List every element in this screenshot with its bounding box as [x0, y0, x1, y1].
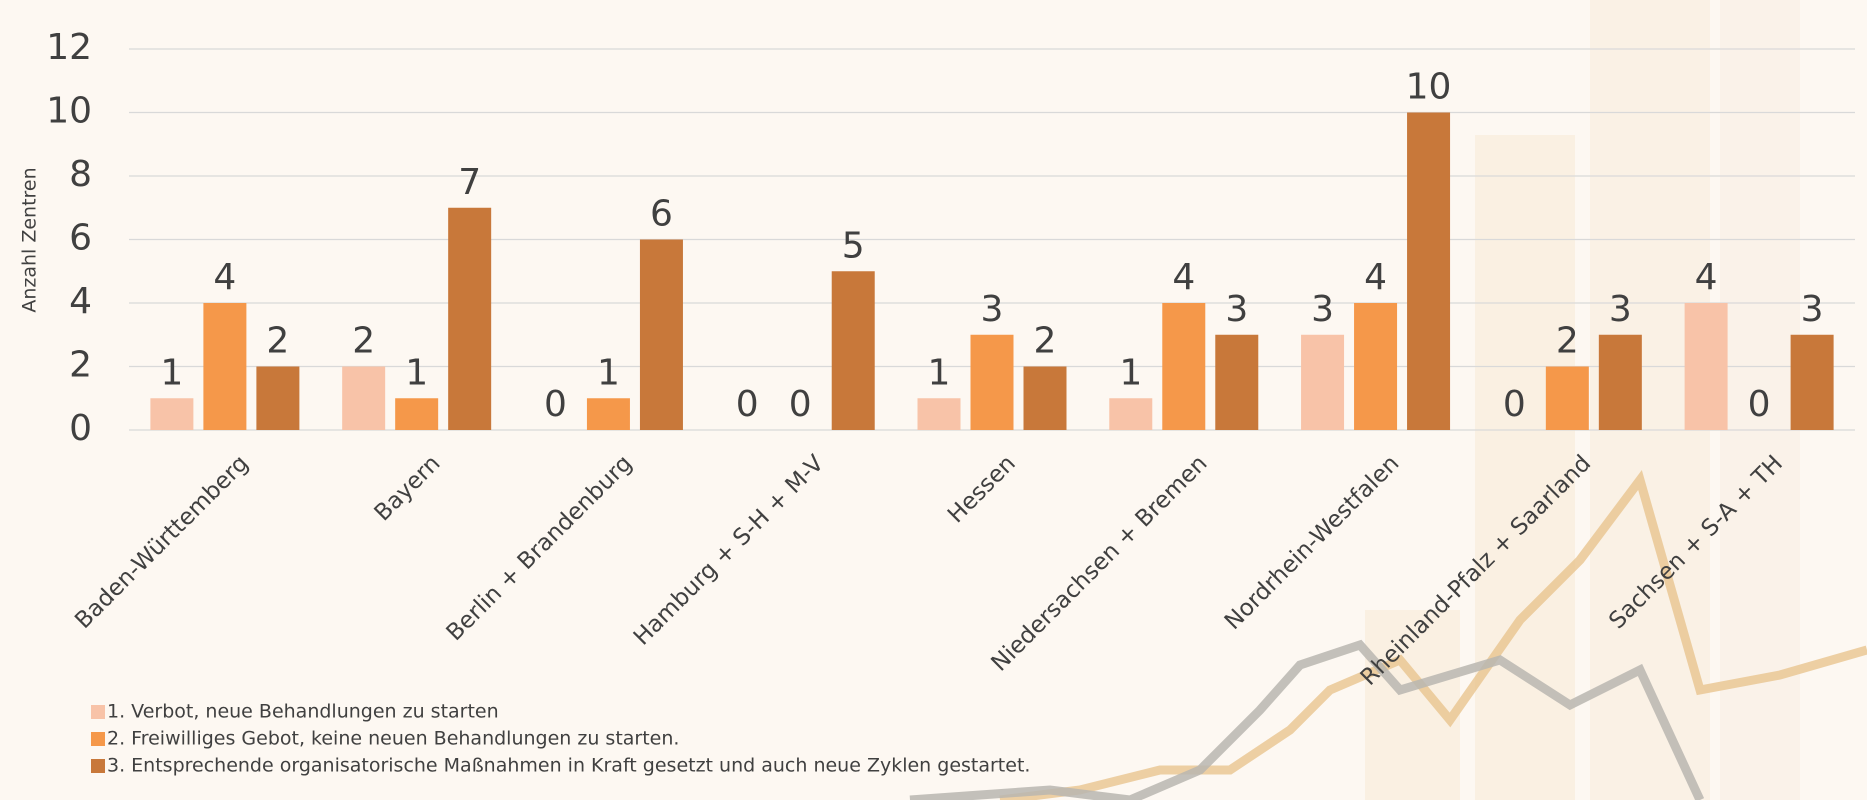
bar: [1024, 367, 1067, 431]
bar: [832, 271, 875, 430]
data-label: 4: [213, 257, 236, 298]
legend-swatch: [91, 705, 105, 719]
data-label: 4: [1364, 257, 1387, 298]
bar: [1162, 303, 1205, 430]
data-label: 0: [1748, 384, 1771, 425]
y-tick-label: 12: [46, 27, 92, 68]
data-label: 3: [1311, 289, 1334, 330]
data-label: 4: [1695, 257, 1718, 298]
data-label: 10: [1406, 67, 1452, 108]
data-label: 0: [1503, 384, 1526, 425]
y-tick-label: 6: [69, 218, 92, 259]
data-label: 5: [842, 225, 865, 266]
bar: [150, 398, 193, 430]
bar: [918, 398, 961, 430]
data-label: 2: [266, 321, 289, 362]
y-tick-label: 4: [69, 281, 92, 322]
data-label: 1: [597, 352, 620, 393]
bar: [1791, 335, 1834, 430]
bar: [1407, 113, 1450, 431]
bar: [256, 367, 299, 431]
data-label: 3: [1609, 289, 1632, 330]
y-tick-label: 10: [46, 91, 92, 132]
data-label: 0: [736, 384, 759, 425]
bar: [1354, 303, 1397, 430]
data-label: 1: [1119, 352, 1142, 393]
data-label: 4: [1172, 257, 1195, 298]
bar: [640, 240, 683, 431]
data-label: 2: [1556, 321, 1579, 362]
data-label: 2: [352, 321, 375, 362]
data-label: 3: [1801, 289, 1824, 330]
legend-label: 3. Entsprechende organisatorische Maßnah…: [107, 755, 1030, 777]
data-label: 3: [981, 289, 1004, 330]
y-tick-label: 2: [69, 345, 92, 386]
y-tick-label: 8: [69, 154, 92, 195]
y-tick-label: 0: [69, 408, 92, 449]
chart: Anzahl Zentren 024681012Baden-Württember…: [0, 0, 1867, 800]
data-label: 1: [160, 352, 183, 393]
bar: [203, 303, 246, 430]
y-axis-label: Anzahl Zentren: [19, 167, 41, 312]
bar: [448, 208, 491, 430]
data-label: 2: [1034, 321, 1057, 362]
bar: [1109, 398, 1152, 430]
legend-label: 2. Freiwilliges Gebot, keine neuen Behan…: [107, 728, 679, 750]
data-label: 1: [928, 352, 951, 393]
bar: [1599, 335, 1642, 430]
data-label: 0: [544, 384, 567, 425]
bar: [1685, 303, 1728, 430]
data-label: 3: [1225, 289, 1248, 330]
bar: [587, 398, 630, 430]
bar: [971, 335, 1014, 430]
bar: [395, 398, 438, 430]
bar: [1301, 335, 1344, 430]
data-label: 1: [405, 352, 428, 393]
bar: [1546, 367, 1589, 431]
legend-label: 1. Verbot, neue Behandlungen zu starten: [107, 701, 499, 723]
legend-swatch: [91, 759, 105, 773]
data-label: 7: [458, 162, 481, 203]
legend-swatch: [91, 732, 105, 746]
bar: [342, 367, 385, 431]
data-label: 6: [650, 194, 673, 235]
bar: [1215, 335, 1258, 430]
data-label: 0: [789, 384, 812, 425]
